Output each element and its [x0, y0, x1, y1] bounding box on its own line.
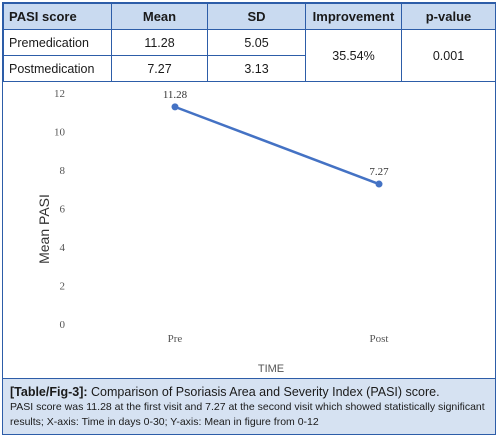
- data-point: [375, 180, 383, 188]
- caption-lead: [Table/Fig-3]: Comparison of Psoriasis A…: [10, 384, 488, 400]
- table-row: Premedication 11.28 5.05 35.54% 0.001: [3, 29, 496, 82]
- p-value: 0.001: [401, 29, 496, 82]
- data-label: 11.28: [163, 89, 188, 101]
- caption-tag: [Table/Fig-3]:: [10, 385, 88, 399]
- table-header-row: PASI score Mean SD Improvement p-value: [3, 3, 496, 30]
- sd-value: 5.05: [207, 29, 306, 56]
- header-pasi-score: PASI score: [3, 3, 112, 30]
- mean-value: 11.28: [111, 29, 208, 56]
- pasi-line-chart: 0 2 4 6 8 10 12 Pre Post 11.28 7.27 Mean PASI TI…: [3, 81, 495, 377]
- sd-value: 3.13: [207, 55, 306, 82]
- header-sd: SD: [207, 3, 306, 30]
- y-tick-label: 0: [60, 319, 66, 331]
- data-point: [171, 103, 179, 111]
- header-improvement: Improvement: [305, 3, 402, 30]
- y-axis-label: Mean PASI: [36, 194, 52, 264]
- y-tick-label: 10: [54, 127, 66, 139]
- y-tick-label: 6: [60, 204, 66, 216]
- x-axis-label: TIME: [258, 363, 284, 375]
- mean-value: 7.27: [111, 55, 208, 82]
- x-tick-label: Pre: [168, 333, 183, 345]
- row-label: Premedication: [3, 29, 112, 56]
- header-mean: Mean: [111, 3, 208, 30]
- x-tick-label: Post: [370, 333, 389, 345]
- pasi-table: PASI score Mean SD Improvement p-value P…: [3, 3, 496, 82]
- series-line: [174, 105, 380, 186]
- y-tick-label: 4: [60, 242, 66, 254]
- caption-title: Comparison of Psoriasis Area and Severit…: [91, 385, 440, 399]
- data-label: 7.27: [369, 166, 389, 178]
- header-p-value: p-value: [401, 3, 496, 30]
- row-label: Postmedication: [3, 55, 112, 82]
- caption-body: PASI score was 11.28 at the first visit …: [10, 401, 485, 428]
- y-tick-labels: 0 2 4 6 8 10 12: [54, 88, 66, 331]
- figure-caption: [Table/Fig-3]: Comparison of Psoriasis A…: [3, 378, 495, 434]
- y-tick-label: 12: [54, 88, 65, 100]
- chart-svg: 0 2 4 6 8 10 12 Pre Post 11.28 7.27 Mean PASI TI…: [36, 88, 389, 375]
- y-tick-label: 8: [60, 165, 66, 177]
- y-tick-label: 2: [60, 281, 66, 293]
- series-group: 11.28 7.27: [163, 89, 389, 188]
- table-row: Postmedication 7.27 3.13: [3, 55, 496, 82]
- x-tick-labels: Pre Post: [168, 333, 389, 345]
- improvement-value: 35.54%: [305, 29, 402, 82]
